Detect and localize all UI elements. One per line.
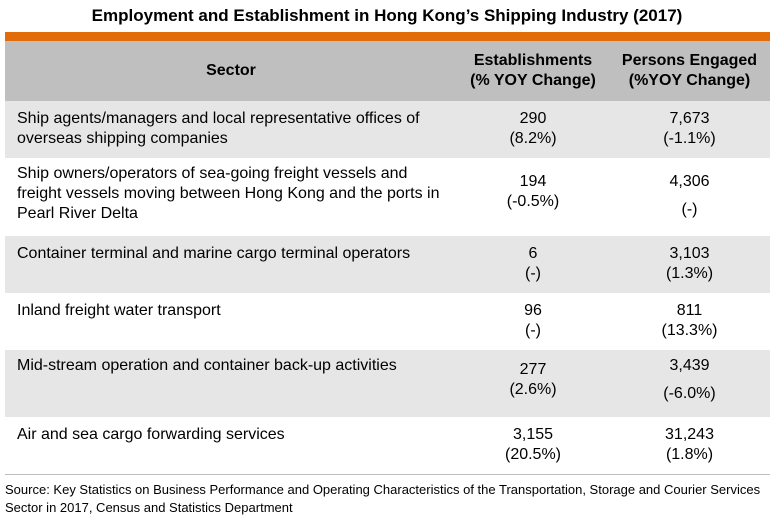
header-persons-line2: (%YOY Change) xyxy=(628,72,751,89)
persons-cell: 3,103 (1.3%) xyxy=(609,236,770,293)
persons-cell: 4,306 (-) xyxy=(609,158,770,236)
persons-cell: 31,243 (1.8%) xyxy=(609,417,770,474)
table-row: Container terminal and marine cargo term… xyxy=(5,236,770,293)
establishments-change: (20.5%) xyxy=(504,446,562,463)
table-row: Inland freight water transport 96 (-) 81… xyxy=(5,293,770,350)
persons-cell: 7,673 (-1.1%) xyxy=(609,101,770,158)
persons-change: (-) xyxy=(681,201,698,218)
establishments-cell: 290 (8.2%) xyxy=(457,101,609,158)
persons-value: 811 xyxy=(676,302,703,319)
establishments-change: (-0.5%) xyxy=(506,193,560,210)
establishments-value: 290 xyxy=(519,110,547,127)
persons-value: 7,673 xyxy=(669,110,710,127)
header-persons-line1: Persons Engaged xyxy=(621,52,758,69)
establishments-change: (-) xyxy=(525,322,541,339)
establishments-value: 3,155 xyxy=(512,426,554,443)
persons-change: (-1.1%) xyxy=(663,130,716,147)
sector-cell: Air and sea cargo forwarding services xyxy=(17,426,285,443)
establishments-change: (2.6%) xyxy=(509,381,557,398)
persons-value: 31,243 xyxy=(665,426,714,443)
header-row: Sector Establishments (% YOY Change) Per… xyxy=(5,41,770,101)
header-establishments-line2: (% YOY Change) xyxy=(470,72,596,89)
table-title: Employment and Establishment in Hong Kon… xyxy=(91,6,683,25)
persons-value: 3,439 xyxy=(669,357,710,374)
establishments-cell: 6 (-) xyxy=(457,236,609,293)
sector-cell: Ship agents/managers and local represent… xyxy=(5,101,457,158)
source-note: Source: Key Statistics on Business Perfo… xyxy=(5,482,761,515)
persons-change: (13.3%) xyxy=(661,322,718,339)
header-establishments-line1: Establishments xyxy=(473,52,593,69)
establishments-cell: 96 (-) xyxy=(457,293,609,350)
accent-bar xyxy=(5,32,770,41)
establishments-cell: 277 (2.6%) xyxy=(457,350,609,417)
persons-change: (1.3%) xyxy=(665,265,714,282)
persons-cell: 3,439 (-6.0%) xyxy=(609,350,770,417)
source-divider xyxy=(5,474,770,475)
table-row: Ship agents/managers and local represent… xyxy=(5,101,770,158)
persons-value: 3,103 xyxy=(669,245,710,262)
establishments-cell: 194 (-0.5%) xyxy=(457,158,609,236)
sector-cell: Container terminal and marine cargo term… xyxy=(5,236,457,293)
header-establishments: Establishments (% YOY Change) xyxy=(457,41,609,101)
establishments-value: 96 xyxy=(524,302,542,319)
persons-change: (1.8%) xyxy=(665,446,714,463)
shipping-industry-table: Sector Establishments (% YOY Change) Per… xyxy=(5,41,770,474)
sector-cell: Ship owners/operators of sea-going freig… xyxy=(17,165,440,222)
sector-cell: Inland freight water transport xyxy=(17,302,221,319)
header-persons-engaged: Persons Engaged (%YOY Change) xyxy=(609,41,770,101)
table-row: Mid-stream operation and container back-… xyxy=(5,350,770,417)
persons-change: (-6.0%) xyxy=(663,385,716,402)
table-row: Ship owners/operators of sea-going freig… xyxy=(5,158,770,236)
header-sector: Sector xyxy=(5,41,457,101)
establishments-change: (-) xyxy=(525,265,541,282)
establishments-cell: 3,155 (20.5%) xyxy=(457,417,609,474)
persons-value: 4,306 xyxy=(669,173,710,190)
sector-cell: Mid-stream operation and container back-… xyxy=(5,350,457,417)
persons-cell: 811 (13.3%) xyxy=(609,293,770,350)
establishments-change: (8.2%) xyxy=(509,130,557,147)
establishments-value: 6 xyxy=(528,245,538,262)
establishments-value: 277 xyxy=(519,361,547,378)
table-row: Air and sea cargo forwarding services 3,… xyxy=(5,417,770,474)
establishments-value: 194 xyxy=(519,173,547,190)
